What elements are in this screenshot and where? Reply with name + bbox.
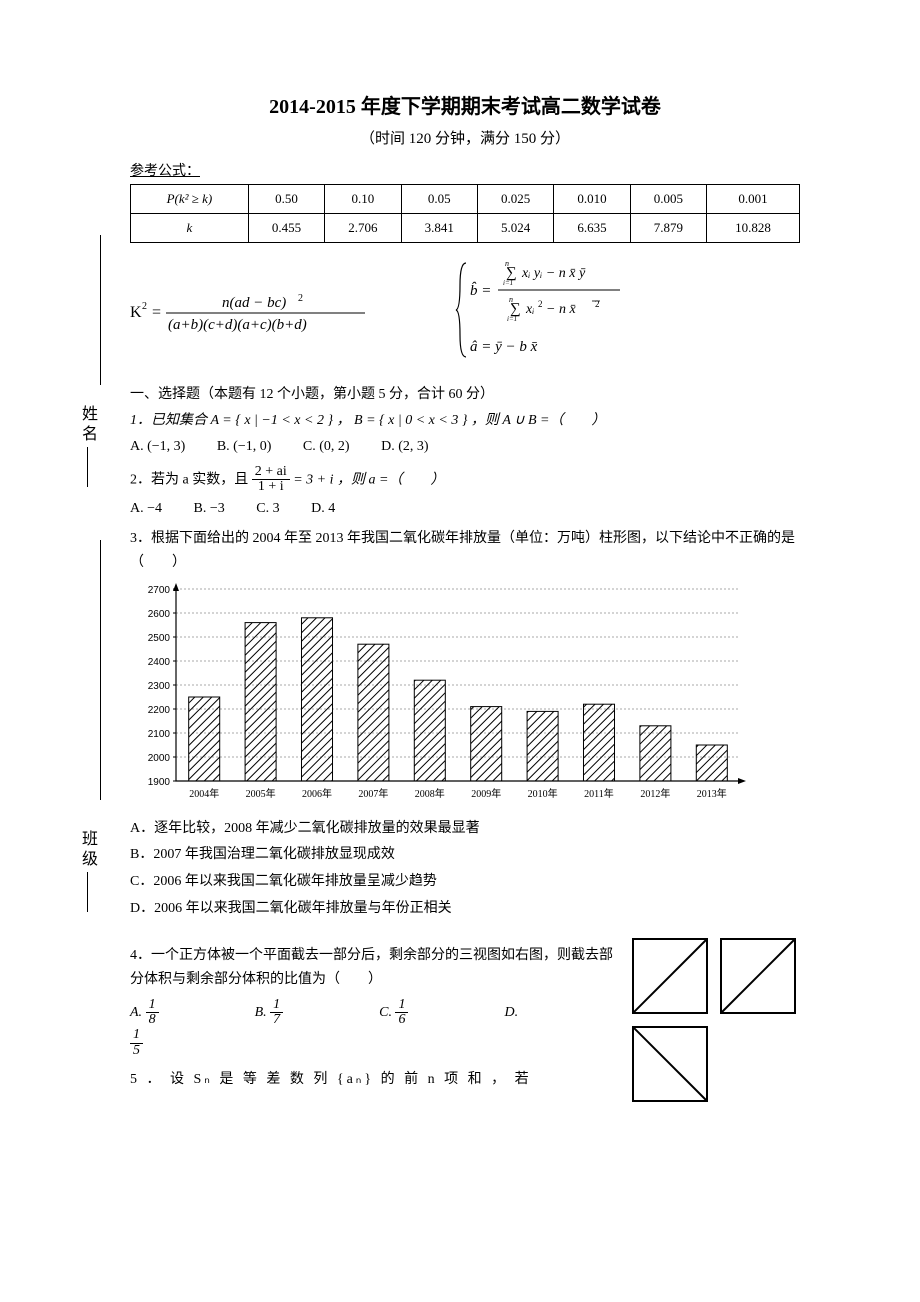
bar: [301, 618, 332, 781]
svg-text:2010年: 2010年: [528, 787, 558, 800]
question-2: 2．若为 a 实数，且 2 + ai1 + i = 3 + i ，则 a =（ …: [130, 465, 800, 495]
svg-text:â = ȳ − b x̄: â = ȳ − b x̄: [470, 339, 538, 355]
view-square: [720, 938, 796, 1014]
table-cell: 2.706: [325, 214, 401, 243]
svg-text:2500: 2500: [148, 633, 171, 644]
section-heading: 一、选择题（本题有 12 个小题，第小题 5 分，合计 60 分）: [130, 383, 800, 403]
svg-text:2700: 2700: [148, 585, 171, 596]
table-cell: 6.635: [554, 214, 630, 243]
option-b: B．2007 年我国治理二氧化碳排放显现成效: [130, 842, 800, 869]
three-view-diagram: [632, 938, 800, 1106]
option-d: D．2006 年以来我国二氧化碳年排放量与年份正相关: [130, 896, 800, 923]
svg-text:2009年: 2009年: [471, 787, 501, 800]
question-3-options: A．逐年比较，2008 年减少二氧化碳排放量的效果最显著 B．2007 年我国治…: [130, 816, 800, 922]
question-4: 4．一个正方体被一个平面截去一部分后，剩余部分的三视图如右图，则截去部分体积与剩…: [130, 944, 622, 992]
table-cell: k: [131, 214, 249, 243]
svg-text:n(ad − bc): n(ad − bc): [222, 295, 286, 311]
svg-text:2005年: 2005年: [246, 787, 276, 800]
option-c: C．2006 年以来我国二氧化碳年排放量呈减少趋势: [130, 869, 800, 896]
table-row: P(k² ≥ k)0.500.100.050.0250.0100.0050.00…: [131, 185, 800, 214]
formula-bhat: b̂ = ∑ n i=1 xᵢ yᵢ − n x̄ ȳ ∑ n i=1 xᵢ 2…: [450, 255, 640, 365]
table-cell: 10.828: [707, 214, 800, 243]
table-cell: 0.025: [477, 185, 553, 214]
table-cell: 0.05: [401, 185, 477, 214]
name-label: 姓名: [75, 405, 99, 487]
svg-text:2100: 2100: [148, 729, 171, 740]
class-label: 班级: [75, 830, 99, 912]
bar: [640, 726, 671, 781]
svg-text:2011年: 2011年: [584, 787, 614, 800]
table-cell: 5.024: [477, 214, 553, 243]
formula-k2: K 2 = n(ad − bc) 2 (a+b)(c+d)(a+c)(b+d): [130, 283, 370, 338]
bar: [189, 697, 220, 781]
question-5: 5 ． 设 Sₙ 是 等 差 数 列 {aₙ} 的 前 n 项 和 ， 若: [130, 1068, 622, 1092]
emissions-bar-chart: 1900 2000 2100 2200 2300 2400 2500 2600 2700 2004…: [130, 583, 800, 808]
question-2-options: A. −4 B. −3 C. 3 D. 4: [130, 501, 800, 517]
table-row: k0.4552.7063.8415.0246.6357.87910.828: [131, 214, 800, 243]
table-cell: 0.10: [325, 185, 401, 214]
svg-text:2: 2: [538, 299, 543, 309]
svg-text:2008年: 2008年: [415, 787, 445, 800]
table-cell: 0.001: [707, 185, 800, 214]
table-cell: 0.010: [554, 185, 630, 214]
svg-text:2: 2: [595, 299, 600, 309]
question-1: 1．已知集合 A = { x | −1 < x < 2 } ， B = { x …: [130, 409, 800, 433]
margin-rule-2: [100, 540, 101, 800]
table-cell: 3.841: [401, 214, 477, 243]
svg-text:2600: 2600: [148, 609, 171, 620]
svg-text:2200: 2200: [148, 705, 171, 716]
table-cell: 0.005: [630, 185, 706, 214]
svg-text:2400: 2400: [148, 657, 171, 668]
svg-text:i=1: i=1: [507, 315, 517, 323]
svg-text:2300: 2300: [148, 681, 171, 692]
svg-text:2000: 2000: [148, 753, 171, 764]
svg-text:n: n: [505, 259, 509, 268]
option: B. 17: [255, 1005, 340, 1020]
svg-text:− n x̄: − n x̄: [546, 302, 576, 317]
svg-text:i=1: i=1: [503, 279, 513, 287]
view-square: [632, 938, 708, 1014]
formula-block: K 2 = n(ad − bc) 2 (a+b)(c+d)(a+c)(b+d) …: [130, 255, 800, 365]
option-a: A．逐年比较，2008 年减少二氧化碳排放量的效果最显著: [130, 816, 800, 843]
svg-text:K: K: [130, 304, 142, 321]
svg-text:1900: 1900: [148, 777, 171, 788]
svg-text:=: =: [152, 304, 161, 321]
bar: [583, 704, 614, 781]
question-3: 3．根据下面给出的 2004 年至 2013 年我国二氧化碳年排放量（单位：万吨…: [130, 527, 800, 575]
table-cell: 0.50: [248, 185, 324, 214]
svg-text:xᵢ yᵢ − n x̄ ȳ: xᵢ yᵢ − n x̄ ȳ: [521, 266, 586, 281]
ref-formula-label: 参考公式：: [130, 160, 800, 180]
page-subtitle: （时间 120 分钟，满分 150 分）: [130, 127, 800, 148]
svg-text:(a+b)(c+d)(a+c)(b+d): (a+b)(c+d)(a+c)(b+d): [168, 317, 307, 333]
svg-text:2013年: 2013年: [697, 787, 727, 800]
view-square: [632, 1026, 708, 1102]
option: A. 18: [130, 1005, 215, 1020]
margin-rule-1: [100, 235, 101, 385]
svg-text:b̂ =: b̂ =: [470, 282, 491, 299]
svg-text:2: 2: [298, 293, 303, 304]
svg-text:2012年: 2012年: [640, 787, 670, 800]
bar: [358, 644, 389, 781]
bar: [245, 622, 276, 780]
bar: [471, 706, 502, 780]
svg-text:2007年: 2007年: [358, 787, 388, 800]
question-4-options: A. 18B. 17C. 16D. 15: [130, 998, 622, 1059]
page-root: 姓名 班级 2014-2015 年度下学期期末考试高二数学试卷 （时间 120 …: [0, 0, 920, 1146]
table-cell: P(k² ≥ k): [131, 185, 249, 214]
svg-text:2006年: 2006年: [302, 787, 332, 800]
option: C. 16: [379, 1005, 464, 1020]
bar: [414, 680, 445, 781]
svg-text:xᵢ: xᵢ: [525, 302, 534, 317]
table-cell: 0.455: [248, 214, 324, 243]
bar-chart-svg: 1900 2000 2100 2200 2300 2400 2500 2600 2700 2004…: [130, 583, 750, 803]
bar: [527, 711, 558, 781]
bar: [696, 745, 727, 781]
question-1-options: A. (−1, 3) B. (−1, 0) C. (0, 2) D. (2, 3…: [130, 439, 800, 455]
ref-table: P(k² ≥ k)0.500.100.050.0250.0100.0050.00…: [130, 184, 800, 243]
svg-text:n: n: [509, 295, 513, 304]
svg-text:2004年: 2004年: [189, 787, 219, 800]
table-cell: 7.879: [630, 214, 706, 243]
svg-text:2: 2: [142, 301, 147, 312]
page-title: 2014-2015 年度下学期期末考试高二数学试卷: [130, 90, 800, 119]
